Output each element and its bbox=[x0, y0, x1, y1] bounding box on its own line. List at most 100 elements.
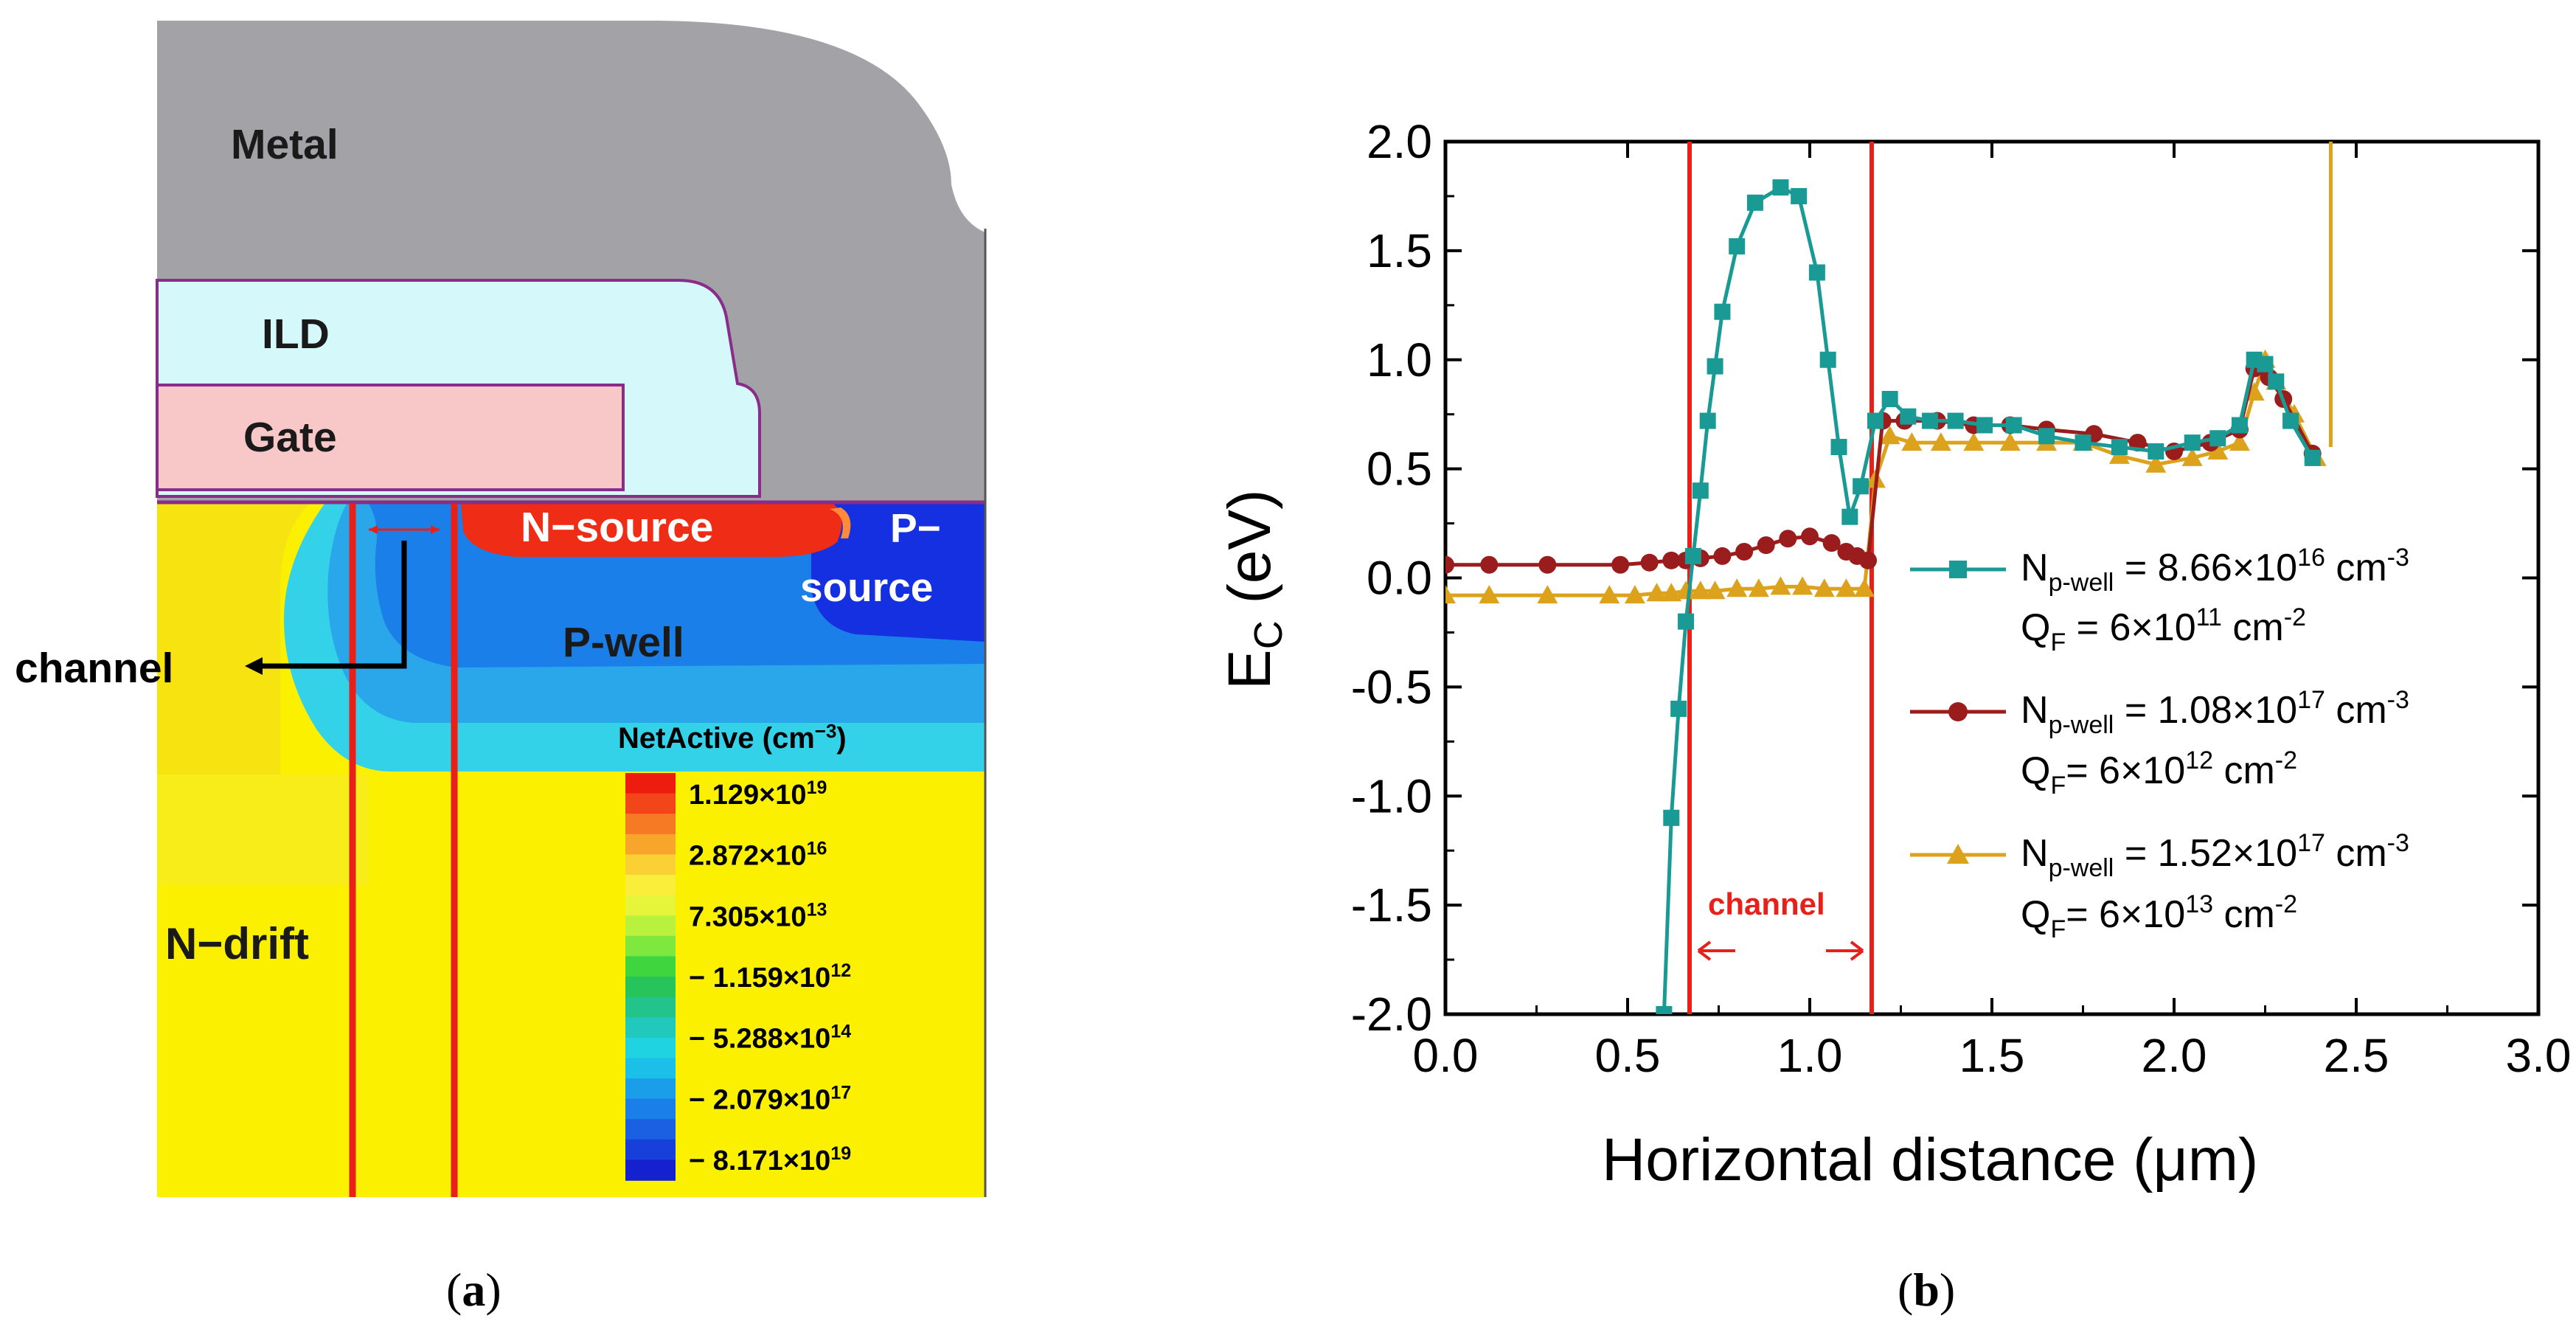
data-point-circle bbox=[1779, 530, 1797, 548]
data-point-square bbox=[1670, 700, 1687, 717]
data-point-square bbox=[1922, 412, 1939, 429]
netactive-title: NetActive (cm−3) bbox=[618, 720, 847, 755]
x-tick-label: 1.5 bbox=[1959, 1029, 2025, 1082]
colorbar-scale-label: 2.872×1016 bbox=[689, 839, 827, 872]
gate-label: Gate bbox=[243, 414, 337, 461]
data-point-circle bbox=[1480, 555, 1499, 574]
data-point-circle bbox=[1713, 547, 1732, 565]
data-point-square bbox=[1841, 508, 1858, 525]
lower-shading bbox=[157, 774, 369, 885]
data-point-circle bbox=[1757, 536, 1775, 555]
data-point-triangle bbox=[1930, 432, 1951, 451]
legend-charge-label: QF = 6×1011 cm-2 bbox=[2021, 603, 2306, 656]
data-point-square bbox=[1867, 412, 1884, 429]
colorbar-swatch bbox=[625, 1017, 676, 1039]
colorbar-swatch bbox=[625, 1139, 676, 1161]
data-point-square bbox=[2148, 443, 2164, 460]
series-group bbox=[1445, 142, 2333, 1014]
colorbar-swatch bbox=[625, 977, 676, 998]
data-point-triangle bbox=[1947, 844, 1969, 864]
ild-label: ILD bbox=[262, 311, 330, 358]
y-axis-label: EC (eV) bbox=[1216, 490, 1291, 690]
x-tick-label: 2.5 bbox=[2324, 1029, 2389, 1082]
data-point-triangle bbox=[1726, 578, 1748, 597]
data-point-triangle bbox=[2229, 432, 2250, 451]
data-point-square bbox=[1830, 439, 1847, 456]
data-point-triangle bbox=[2181, 447, 2203, 466]
n-drift-label: N−drift bbox=[165, 919, 309, 968]
colorbar-swatch bbox=[625, 956, 676, 977]
data-point-square bbox=[1976, 417, 1993, 434]
data-point-circle bbox=[1640, 553, 1659, 572]
y-tick-label: 1.0 bbox=[1367, 333, 1432, 387]
x-tick-label: 0.0 bbox=[1413, 1029, 1479, 1082]
colorbar-scale-label: 7.305×1013 bbox=[689, 899, 827, 932]
data-point-circle bbox=[1859, 551, 1878, 569]
data-point-square bbox=[2257, 356, 2274, 372]
data-point-square bbox=[1808, 264, 1825, 281]
data-point-circle bbox=[1538, 555, 1557, 574]
data-point-square bbox=[2304, 449, 2321, 466]
data-point-triangle bbox=[1646, 583, 1667, 602]
data-point-square bbox=[1678, 613, 1695, 630]
data-point-square bbox=[1663, 809, 1680, 826]
chart-legend: Np-well = 8.66×1016 cm-3 QF = 6×1011 cm-2… bbox=[1910, 544, 2409, 943]
p-well-label: P-well bbox=[563, 619, 684, 666]
data-point-triangle bbox=[1854, 578, 1875, 597]
channel-arrows-b bbox=[1697, 940, 1864, 961]
colorbar-swatch bbox=[625, 814, 676, 835]
colorbar-scale-label: − 2.079×1017 bbox=[689, 1082, 851, 1115]
data-point-square bbox=[2005, 417, 2022, 434]
data-point-triangle bbox=[1879, 426, 1900, 445]
channel-arrowhead-right bbox=[1850, 940, 1864, 961]
data-point-square bbox=[2268, 373, 2285, 390]
data-point-circle bbox=[1611, 555, 1630, 574]
colorbar-swatch bbox=[625, 773, 676, 794]
legend-doping-label: Np-well = 1.52×1017 cm-3 bbox=[2021, 829, 2409, 882]
data-point-circle bbox=[1735, 543, 1754, 561]
data-point-triangle bbox=[1901, 432, 1923, 451]
legend-charge-label: QF= 6×1013 cm-2 bbox=[2021, 890, 2297, 943]
data-point-triangle bbox=[1479, 585, 1500, 604]
x-tick-label: 1.0 bbox=[1777, 1029, 1843, 1082]
colorbar-swatch bbox=[625, 1160, 676, 1181]
data-point-circle bbox=[1948, 702, 1968, 721]
data-point-triangle bbox=[1445, 585, 1456, 604]
data-point-triangle bbox=[1770, 576, 1791, 595]
channel-label-a: channel bbox=[15, 645, 173, 692]
data-point-square bbox=[1684, 547, 1701, 564]
data-point-circle bbox=[1822, 534, 1841, 552]
series-layer bbox=[1445, 142, 2333, 1014]
data-point-triangle bbox=[1537, 585, 1558, 604]
colorbar-swatch bbox=[625, 875, 676, 896]
caption-a: (a) bbox=[446, 1264, 501, 1316]
caption-b: (b) bbox=[1898, 1264, 1955, 1316]
data-point-triangle bbox=[2145, 454, 2167, 473]
axis-ticks bbox=[1444, 140, 2540, 1016]
colorbar-swatch bbox=[625, 1119, 676, 1140]
y-tick-label: 2.0 bbox=[1367, 115, 1432, 168]
colorbar-swatch bbox=[625, 935, 676, 957]
metal-label: Metal bbox=[231, 121, 339, 168]
data-point-square bbox=[1853, 478, 1869, 495]
data-point-triangle bbox=[1999, 432, 2021, 451]
data-point-square bbox=[2038, 428, 2055, 445]
netactive-colorbar bbox=[625, 773, 676, 1181]
data-point-square bbox=[1791, 187, 1808, 204]
colorbar-swatch bbox=[625, 1037, 676, 1059]
y-tick-label: -2.0 bbox=[1351, 988, 1432, 1041]
data-point-triangle bbox=[1661, 583, 1682, 602]
p-source-region bbox=[811, 504, 985, 642]
data-point-circle bbox=[1801, 527, 1819, 546]
gate-electrode bbox=[156, 384, 625, 491]
device-cross-section-panel: Metal ILD Gate N−source P− source P-well… bbox=[15, 21, 987, 1316]
y-tick-label: 1.5 bbox=[1367, 224, 1432, 277]
legend-charge-label: QF= 6×1012 cm-2 bbox=[2021, 746, 2297, 800]
data-point-square bbox=[1949, 561, 1967, 578]
data-point-triangle bbox=[2207, 440, 2229, 460]
legend-doping-label: Np-well = 8.66×1016 cm-3 bbox=[2021, 544, 2409, 597]
data-point-square bbox=[1656, 1006, 1673, 1014]
legend-doping-label: Np-well = 1.08×1017 cm-3 bbox=[2021, 686, 2409, 739]
data-point-triangle bbox=[1676, 580, 1697, 600]
